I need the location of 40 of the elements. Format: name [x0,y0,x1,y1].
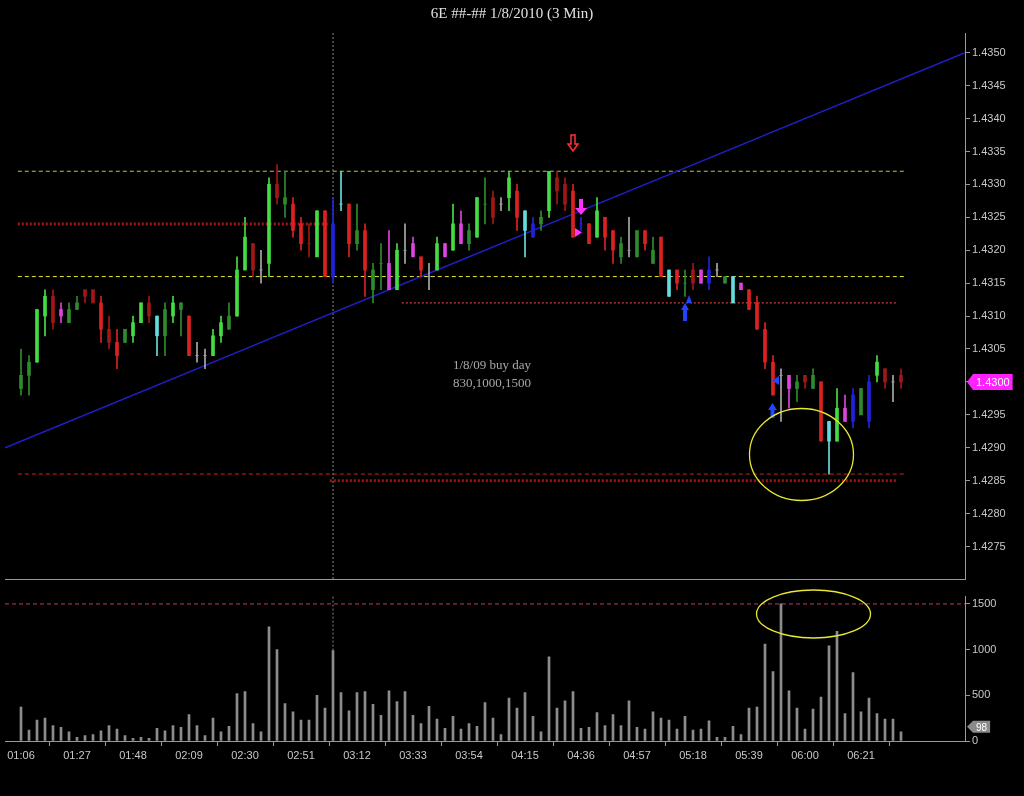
y-tick-label: 0 [972,734,979,747]
annotation: 1/8/09 buy day [453,357,532,373]
y-tick-label: 1.4315 [972,276,1006,289]
x-tick-label: 06:00 [791,748,819,761]
x-tick-label: 03:33 [399,748,427,761]
y-tick-label: 1.4330 [972,177,1006,190]
y-tick-label: 1.4350 [972,45,1006,58]
y-tick-label: 500 [972,688,991,701]
y-tick-label: 1.4340 [972,111,1006,124]
y-tick-label: 1.4290 [972,440,1006,453]
x-tick-label: 04:36 [567,748,595,761]
x-tick-label: 03:12 [343,748,371,761]
x-tick-label: 04:57 [623,748,651,761]
y-tick-label: 1.4305 [972,342,1006,355]
x-tick-label: 02:30 [231,748,259,761]
y-tick-label: 1.4295 [972,407,1006,420]
y-tick-label: 1.4280 [972,506,1006,519]
x-tick-label: 01:27 [63,748,91,761]
text: 98 [976,721,988,733]
x-tick-label: 02:09 [175,748,203,761]
y-tick-label: 1500 [972,596,997,609]
x-tick-label: 05:39 [735,748,763,761]
x-tick-label: 01:06 [7,748,35,761]
x-tick-label: 02:51 [287,748,315,761]
chart-title: 6E ##-## 1/8/2010 (3 Min) [429,5,595,22]
x-tick-label: 06:21 [847,748,875,761]
y-tick-label: 1.4325 [972,210,1006,223]
annotation: 830,1000,1500 [453,375,531,391]
y-tick-label: 1.4310 [972,309,1006,322]
y-tick-label: 1.4320 [972,243,1006,256]
x-tick-label: 04:15 [511,748,539,761]
y-tick-label: 1.4345 [972,78,1006,91]
y-tick-label: 1.4285 [972,473,1006,486]
x-tick-label: 05:18 [679,748,707,761]
text: 1.4300 [976,375,1010,388]
y-tick-label: 1000 [972,642,997,655]
x-tick-label: 03:54 [455,748,483,761]
x-tick-label: 01:48 [119,748,147,761]
y-tick-label: 1.4275 [972,539,1006,552]
y-tick-label: 1.4335 [972,144,1006,157]
